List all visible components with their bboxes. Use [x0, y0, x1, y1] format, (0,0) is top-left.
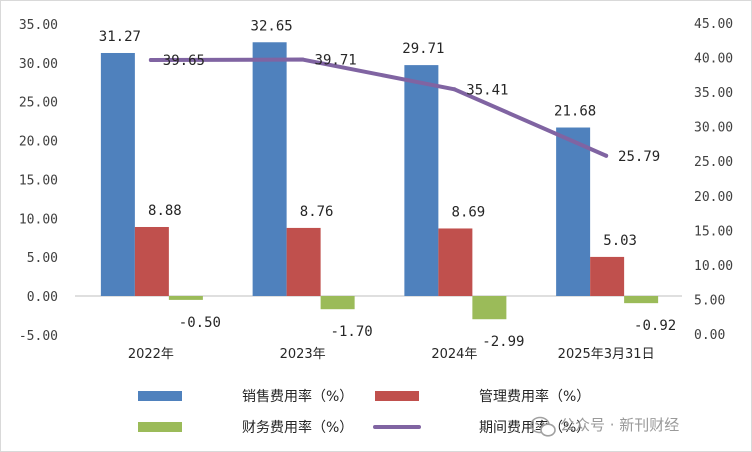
line-data-label: 39.65 — [163, 53, 205, 69]
legend-admin-label: 管理费用率（%） — [479, 388, 590, 405]
right-tick-label: 15.00 — [694, 224, 733, 239]
category-label: 2023年 — [280, 347, 326, 362]
line-data-label: 35.41 — [466, 82, 508, 98]
bar-data-label: 8.88 — [148, 203, 182, 219]
period-expense-point — [604, 153, 609, 158]
bar-data-label: 31.27 — [99, 29, 141, 45]
left-tick-label: 0.00 — [27, 290, 58, 305]
legend: 销售费用率（%） 管理费用率（%） 财务费用率（%） 期间费用率（%） — [138, 388, 590, 436]
right-tick-label: 0.00 — [694, 328, 725, 343]
admin-expense-bar — [590, 256, 625, 296]
right-tick-label: 45.00 — [694, 17, 733, 32]
bar-data-label: -2.99 — [482, 334, 524, 350]
legend-finance-label: 财务费用率（%） — [242, 419, 353, 436]
bar-series — [100, 42, 659, 320]
left-tick-label: 35.00 — [19, 18, 58, 33]
period-expense-point — [452, 87, 457, 92]
line-series — [148, 57, 609, 158]
bar-data-label: 32.65 — [251, 18, 293, 34]
finance-expense-bar — [168, 296, 203, 300]
category-label: 2025年3月31日 — [558, 347, 655, 362]
line-data-label: 39.71 — [315, 53, 357, 69]
bar-data-label: 8.76 — [300, 204, 334, 220]
left-tick-label: 5.00 — [27, 251, 58, 266]
bar-data-label: 21.68 — [554, 104, 596, 120]
period-expense-point — [148, 57, 153, 62]
bar-data-label: 5.03 — [603, 233, 637, 249]
left-tick-label: 15.00 — [19, 173, 58, 188]
sales-expense-bar — [252, 42, 287, 297]
left-axis: -5.00 0.00 5.00 10.00 15.00 20.00 25.00 30.00 35… — [19, 18, 58, 344]
bar-data-label: -0.92 — [634, 318, 676, 334]
finance-expense-bar — [472, 296, 507, 320]
legend-admin-swatch — [375, 391, 419, 401]
right-tick-label: 35.00 — [694, 86, 733, 101]
watermark: 公众号 · 新刊财经 — [530, 416, 679, 437]
watermark-text: 公众号 · 新刊财经 — [560, 416, 679, 434]
finance-expense-bar — [624, 296, 659, 304]
period-expense-point — [300, 57, 305, 62]
sales-expense-bar — [556, 127, 591, 296]
bar-data-label: -0.50 — [179, 315, 221, 331]
category-label: 2024年 — [431, 347, 477, 362]
bar-data-label: -1.70 — [331, 324, 373, 340]
finance-expense-bar — [320, 296, 355, 310]
wechat-icon — [530, 416, 556, 437]
admin-expense-bar — [286, 227, 321, 296]
data-labels: 31.27 8.88 -0.50 32.65 8.76 -1.70 29.71 8.69 -2.… — [99, 18, 676, 350]
left-tick-label: 25.00 — [19, 96, 58, 111]
left-tick-label: 20.00 — [19, 135, 58, 150]
admin-expense-bar — [134, 226, 169, 296]
right-tick-label: 5.00 — [694, 293, 725, 308]
period-expense-line — [148, 57, 609, 158]
legend-sales-label: 销售费用率（%） — [242, 388, 353, 405]
admin-expense-bar — [438, 228, 473, 296]
legend-finance-swatch — [138, 422, 182, 432]
right-tick-label: 30.00 — [694, 121, 733, 136]
left-tick-label: -5.00 — [19, 329, 58, 344]
legend-sales-swatch — [138, 391, 182, 401]
right-tick-label: 25.00 — [694, 155, 733, 170]
right-tick-label: 20.00 — [694, 190, 733, 205]
bar-data-label: 8.69 — [452, 204, 486, 220]
legend-period-label: 期间费用率（%） — [479, 419, 590, 436]
right-axis: 0.00 5.00 10.00 15.00 20.00 25.00 30.00 35.00 40… — [694, 17, 733, 343]
left-tick-label: 10.00 — [19, 212, 58, 227]
left-tick-label: 30.00 — [19, 57, 58, 72]
sales-expense-bar — [100, 52, 135, 296]
category-labels: 2022年 2023年 2024年 2025年3月31日 — [128, 347, 655, 362]
category-label: 2022年 — [128, 347, 174, 362]
sales-expense-bar — [404, 65, 439, 296]
line-data-label: 25.79 — [618, 149, 660, 165]
right-tick-label: 10.00 — [694, 259, 733, 274]
right-tick-label: 40.00 — [694, 52, 733, 67]
bar-data-label: 29.71 — [402, 41, 444, 57]
